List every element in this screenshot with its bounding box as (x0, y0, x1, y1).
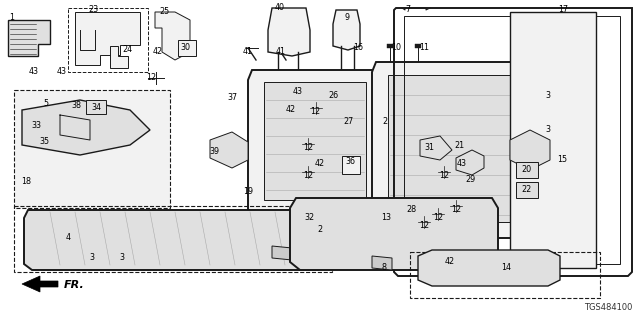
Text: 42: 42 (315, 159, 325, 169)
Polygon shape (372, 62, 558, 238)
Text: 41: 41 (276, 47, 286, 57)
Text: 8: 8 (381, 263, 387, 273)
Polygon shape (248, 70, 382, 218)
Text: 34: 34 (91, 103, 101, 113)
Polygon shape (342, 156, 360, 174)
Text: 42: 42 (153, 47, 163, 57)
Text: 2: 2 (317, 226, 323, 235)
Polygon shape (456, 150, 484, 175)
Polygon shape (272, 246, 292, 260)
Text: 12: 12 (303, 172, 313, 180)
Polygon shape (86, 100, 106, 114)
Polygon shape (22, 100, 150, 155)
Polygon shape (510, 130, 550, 170)
Text: 43: 43 (457, 159, 467, 169)
Polygon shape (516, 182, 538, 198)
Polygon shape (290, 198, 498, 270)
Polygon shape (178, 40, 196, 56)
Text: 36: 36 (345, 157, 355, 166)
Text: 15: 15 (557, 156, 567, 164)
Bar (68, 8, 148, 72)
Polygon shape (372, 256, 392, 270)
Text: 18: 18 (21, 178, 31, 187)
Text: 7: 7 (405, 5, 411, 14)
Bar (14, 206, 332, 272)
Polygon shape (418, 250, 560, 286)
Text: 35: 35 (39, 138, 49, 147)
Text: 2: 2 (383, 117, 388, 126)
Text: 43: 43 (29, 68, 39, 76)
Text: 10: 10 (391, 44, 401, 52)
Polygon shape (24, 210, 324, 270)
Text: 43: 43 (293, 87, 303, 97)
Text: 20: 20 (521, 165, 531, 174)
Text: 26: 26 (328, 92, 338, 100)
Polygon shape (8, 20, 50, 56)
Text: 12: 12 (310, 108, 320, 116)
Polygon shape (155, 12, 190, 60)
Text: 21: 21 (454, 141, 464, 150)
Text: 3: 3 (545, 125, 550, 134)
Polygon shape (333, 10, 360, 50)
Bar (410, 252, 600, 298)
Text: 5: 5 (44, 100, 49, 108)
Text: 27: 27 (344, 117, 354, 126)
Polygon shape (22, 276, 58, 292)
Text: 25: 25 (160, 7, 170, 17)
Text: 3: 3 (120, 253, 125, 262)
Text: 28: 28 (406, 205, 416, 214)
Text: 39: 39 (209, 148, 219, 156)
Text: 3: 3 (90, 253, 95, 262)
Text: 22: 22 (521, 186, 531, 195)
Polygon shape (516, 162, 538, 178)
Text: 24: 24 (122, 45, 132, 54)
Text: 37: 37 (227, 93, 237, 102)
Text: 17: 17 (558, 5, 568, 14)
Polygon shape (210, 132, 248, 168)
Bar (415, 44, 421, 48)
Text: 38: 38 (71, 101, 81, 110)
Text: 42: 42 (445, 258, 455, 267)
Text: 11: 11 (419, 44, 429, 52)
Bar (14, 90, 170, 208)
Text: 1: 1 (10, 13, 15, 22)
Text: 4: 4 (65, 234, 70, 243)
Text: 12: 12 (146, 74, 156, 83)
Text: 3: 3 (545, 92, 550, 100)
Text: 12: 12 (451, 205, 461, 214)
Text: FR.: FR. (64, 280, 84, 290)
Text: 42: 42 (286, 106, 296, 115)
Text: 12: 12 (433, 213, 443, 222)
Text: 13: 13 (381, 213, 391, 222)
Text: 9: 9 (344, 13, 349, 22)
Text: 12: 12 (419, 221, 429, 230)
Text: 41: 41 (243, 47, 253, 57)
Text: TGS484100: TGS484100 (584, 303, 632, 312)
Polygon shape (388, 75, 542, 222)
Text: 43: 43 (57, 68, 67, 76)
Polygon shape (420, 136, 452, 160)
Text: 12: 12 (439, 172, 449, 180)
Text: 23: 23 (88, 5, 98, 14)
Text: 33: 33 (31, 122, 41, 131)
Text: 29: 29 (465, 175, 475, 185)
Bar (387, 44, 393, 48)
Polygon shape (510, 12, 596, 268)
Text: 31: 31 (424, 143, 434, 153)
Polygon shape (264, 82, 366, 200)
Polygon shape (110, 46, 128, 68)
Text: 30: 30 (180, 44, 190, 52)
Text: 14: 14 (501, 263, 511, 273)
Polygon shape (75, 12, 140, 65)
Text: 40: 40 (275, 4, 285, 12)
Text: 12: 12 (303, 143, 313, 153)
Text: 16: 16 (353, 44, 363, 52)
Polygon shape (268, 8, 310, 56)
Text: 19: 19 (243, 188, 253, 196)
Text: 32: 32 (304, 213, 314, 222)
